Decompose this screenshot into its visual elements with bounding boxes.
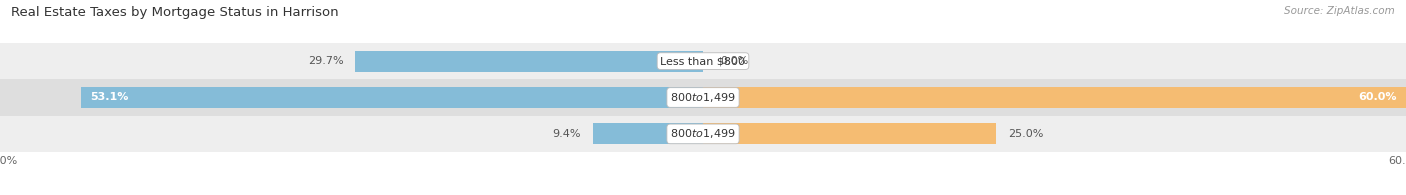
Text: 0.0%: 0.0% — [721, 56, 749, 66]
Text: 25.0%: 25.0% — [1008, 129, 1043, 139]
Bar — [703, 87, 1406, 108]
Bar — [703, 123, 995, 144]
Text: 53.1%: 53.1% — [90, 92, 128, 103]
Text: $800 to $1,499: $800 to $1,499 — [671, 91, 735, 104]
Bar — [354, 51, 703, 72]
Text: Real Estate Taxes by Mortgage Status in Harrison: Real Estate Taxes by Mortgage Status in … — [11, 6, 339, 19]
Text: 29.7%: 29.7% — [308, 56, 343, 66]
Bar — [593, 123, 703, 144]
Text: Less than $800: Less than $800 — [661, 56, 745, 66]
Text: Source: ZipAtlas.com: Source: ZipAtlas.com — [1284, 6, 1395, 16]
Bar — [0, 116, 1406, 152]
Bar — [0, 79, 1406, 116]
Bar — [82, 87, 703, 108]
Bar — [0, 43, 1406, 79]
Text: 9.4%: 9.4% — [553, 129, 581, 139]
Text: $800 to $1,499: $800 to $1,499 — [671, 127, 735, 140]
Text: 60.0%: 60.0% — [1358, 92, 1396, 103]
